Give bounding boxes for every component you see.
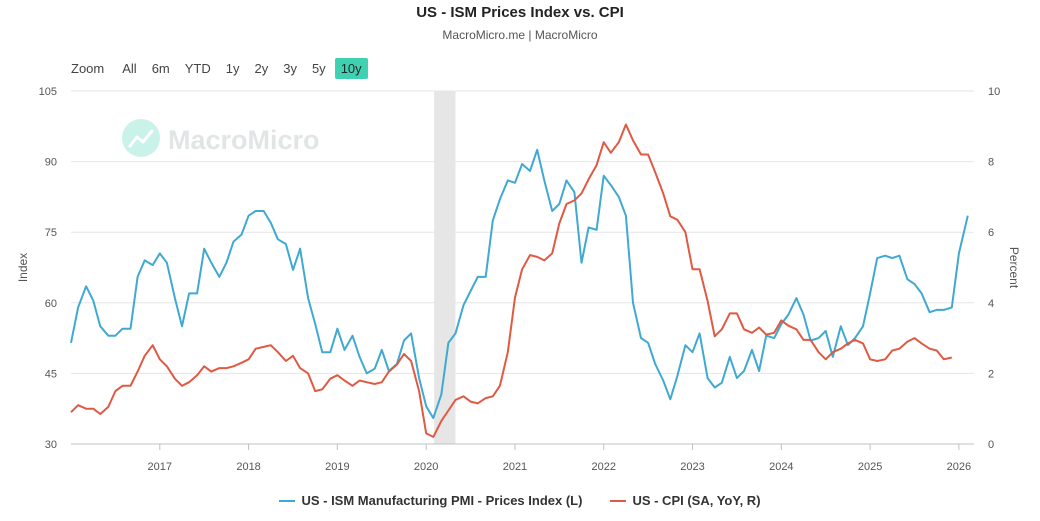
- watermark-text: MacroMicro: [168, 125, 320, 155]
- recession-band: [434, 91, 456, 444]
- x-tick-label: 2026: [947, 461, 971, 473]
- legend-swatch-ism: [279, 499, 296, 502]
- left-tick-label: 60: [45, 298, 57, 310]
- right-tick-label: 8: [988, 157, 994, 169]
- legend: US - ISM Manufacturing PMI - Prices Inde…: [0, 493, 1040, 508]
- watermark-logo-icon: [122, 119, 160, 157]
- legend-item-ism[interactable]: US - ISM Manufacturing PMI - Prices Inde…: [279, 493, 582, 508]
- zoom-all-button[interactable]: All: [122, 60, 137, 76]
- zoom-ytd-button[interactable]: YTD: [184, 60, 211, 76]
- zoom-6m-button[interactable]: 6m: [151, 60, 170, 76]
- zoom-controls: Zoom All 6m YTD 1y 2y 3y 5y 10y: [71, 57, 371, 79]
- chart-subtitle: MacroMicro.me | MacroMicro: [442, 28, 598, 42]
- zoom-2y-button[interactable]: 2y: [254, 60, 269, 76]
- x-tick-label: 2025: [858, 461, 882, 473]
- x-tick-label: 2022: [592, 461, 616, 473]
- x-tick-label: 2024: [769, 461, 793, 473]
- legend-label-ism: US - ISM Manufacturing PMI - Prices Inde…: [301, 493, 583, 508]
- zoom-3y-button[interactable]: 3y: [283, 60, 297, 76]
- y-axis-title-left: Index: [16, 253, 30, 282]
- zoom-10y-button[interactable]: 10y: [334, 57, 368, 79]
- left-tick-label: 90: [45, 157, 57, 169]
- legend-label-cpi: US - CPI (SA, YoY, R): [632, 493, 761, 508]
- left-tick-label: 30: [45, 439, 57, 451]
- watermark: MacroMicro: [122, 119, 320, 157]
- right-tick-label: 4: [988, 298, 994, 310]
- series-line-cpi: [70, 123, 953, 438]
- chart-title: US - ISM Prices Index vs. CPI: [416, 4, 624, 21]
- series-line-ism: [70, 148, 969, 420]
- zoom-5y-button[interactable]: 5y: [311, 60, 326, 76]
- left-tick-label: 105: [39, 86, 57, 98]
- zoom-1y-button[interactable]: 1y: [225, 60, 240, 76]
- y-axis-title-right: Percent: [1007, 247, 1021, 289]
- x-tick-label: 2018: [236, 461, 260, 473]
- right-tick-label: 2: [988, 368, 994, 380]
- legend-swatch-cpi: [610, 499, 627, 502]
- x-tick-label: 2021: [503, 461, 527, 473]
- left-tick-label: 75: [45, 227, 57, 239]
- chart-area: MacroMicro 30 45 60 75 90 105 0 2 4 6 8 10 2017 2018 2…: [16, 86, 1021, 473]
- zoom-label: Zoom: [71, 60, 105, 76]
- right-tick-label: 10: [988, 86, 1000, 98]
- x-tick-label: 2019: [325, 461, 349, 473]
- legend-item-cpi[interactable]: US - CPI (SA, YoY, R): [610, 493, 761, 508]
- left-tick-label: 45: [45, 368, 57, 380]
- x-tick-label: 2017: [148, 461, 172, 473]
- x-tick-label: 2023: [680, 461, 704, 473]
- right-tick-label: 0: [988, 439, 994, 451]
- right-tick-label: 6: [988, 227, 994, 239]
- x-tick-label: 2020: [414, 461, 438, 473]
- watermark-logo-chart-icon: [128, 129, 154, 148]
